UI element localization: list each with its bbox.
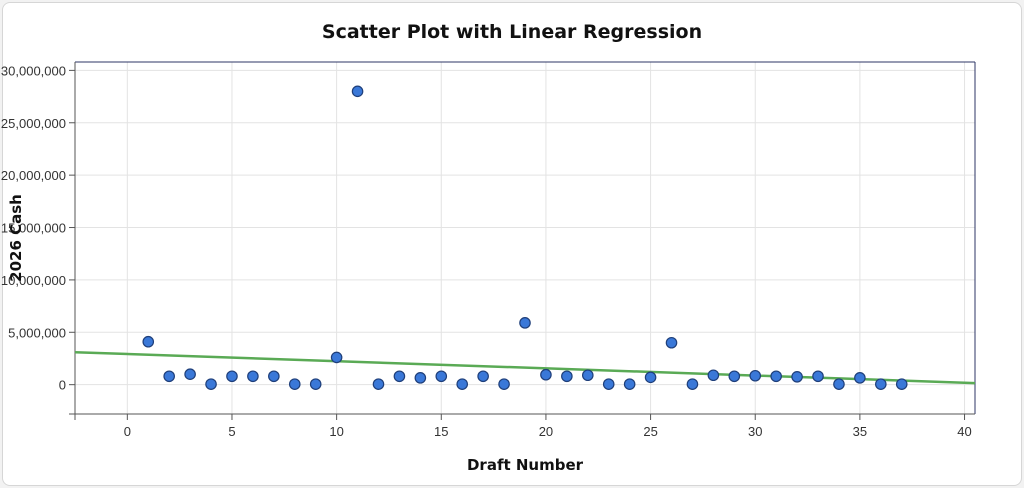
scatter-point <box>895 378 908 390</box>
axes <box>69 61 976 420</box>
y-axis-title: 2026 Cash <box>7 194 25 282</box>
scatter-point <box>812 370 824 383</box>
scatter-point <box>623 378 636 390</box>
scatter-point <box>330 351 343 364</box>
y-tick-label: 20,000,000 <box>1 168 66 183</box>
scatter-point <box>435 370 448 383</box>
scatter-point <box>854 372 866 384</box>
scatter-point <box>665 336 678 349</box>
y-tick-label: 10,000,000 <box>1 273 66 288</box>
scatter-point <box>414 372 427 384</box>
scatter-point <box>728 370 741 383</box>
scatter-point <box>247 370 259 383</box>
x-tick-label: 25 <box>643 424 657 439</box>
x-tick-label: 30 <box>748 424 762 439</box>
x-tick-label: 0 <box>124 424 131 439</box>
scatter-point <box>833 378 845 390</box>
y-tick-label: 30,000,000 <box>1 63 66 78</box>
x-tick-label: 40 <box>957 424 971 439</box>
scatter-point <box>707 369 720 382</box>
scatter-point <box>602 378 615 390</box>
scatter-point <box>456 378 469 390</box>
scatter-point <box>142 335 155 348</box>
scatter-point <box>791 371 803 383</box>
grid <box>75 62 975 414</box>
scatter-point <box>581 369 594 382</box>
scatter-point <box>205 378 217 390</box>
scatter-point <box>770 370 782 383</box>
y-tick-label: 15,000,000 <box>1 221 66 236</box>
scatter-point <box>184 368 196 380</box>
y-tick-label: 5,000,000 <box>8 325 66 340</box>
scatter-point <box>875 378 887 390</box>
x-tick-label: 35 <box>853 424 867 439</box>
scatter-point <box>519 317 531 329</box>
tick-labels: 0 5 10 15 20 25 30 35 40 0 5,000,000 10,000,000 15,0… <box>1 63 972 439</box>
scatter-point <box>372 378 385 390</box>
scatter-point <box>309 378 322 390</box>
x-tick-label: 15 <box>434 424 448 439</box>
y-tick-label: 0 <box>59 378 66 393</box>
scatter-point <box>163 370 175 383</box>
y-tick-label: 25,000,000 <box>1 116 66 131</box>
chart-title: Scatter Plot with Linear Regression <box>321 21 703 43</box>
scatter-point <box>226 370 238 383</box>
x-tick-label: 20 <box>539 424 553 439</box>
scatter-point <box>686 378 699 390</box>
scatter-point <box>644 371 657 384</box>
regression-layer <box>74 350 976 385</box>
scatter-point <box>561 370 573 383</box>
scatter-point <box>268 370 280 383</box>
points-layer <box>142 85 908 390</box>
x-tick-label: 10 <box>329 424 343 439</box>
scatter-point <box>351 85 364 98</box>
scatter-point <box>540 368 552 381</box>
scatter-point <box>749 369 762 382</box>
scatter-point <box>477 370 489 383</box>
x-tick-label: 5 <box>228 424 235 439</box>
scatter-point <box>498 378 510 390</box>
scatter-point <box>393 370 406 383</box>
scatter-point <box>288 378 301 390</box>
x-axis-title: Draft Number <box>467 456 584 474</box>
regression-line <box>74 350 976 385</box>
